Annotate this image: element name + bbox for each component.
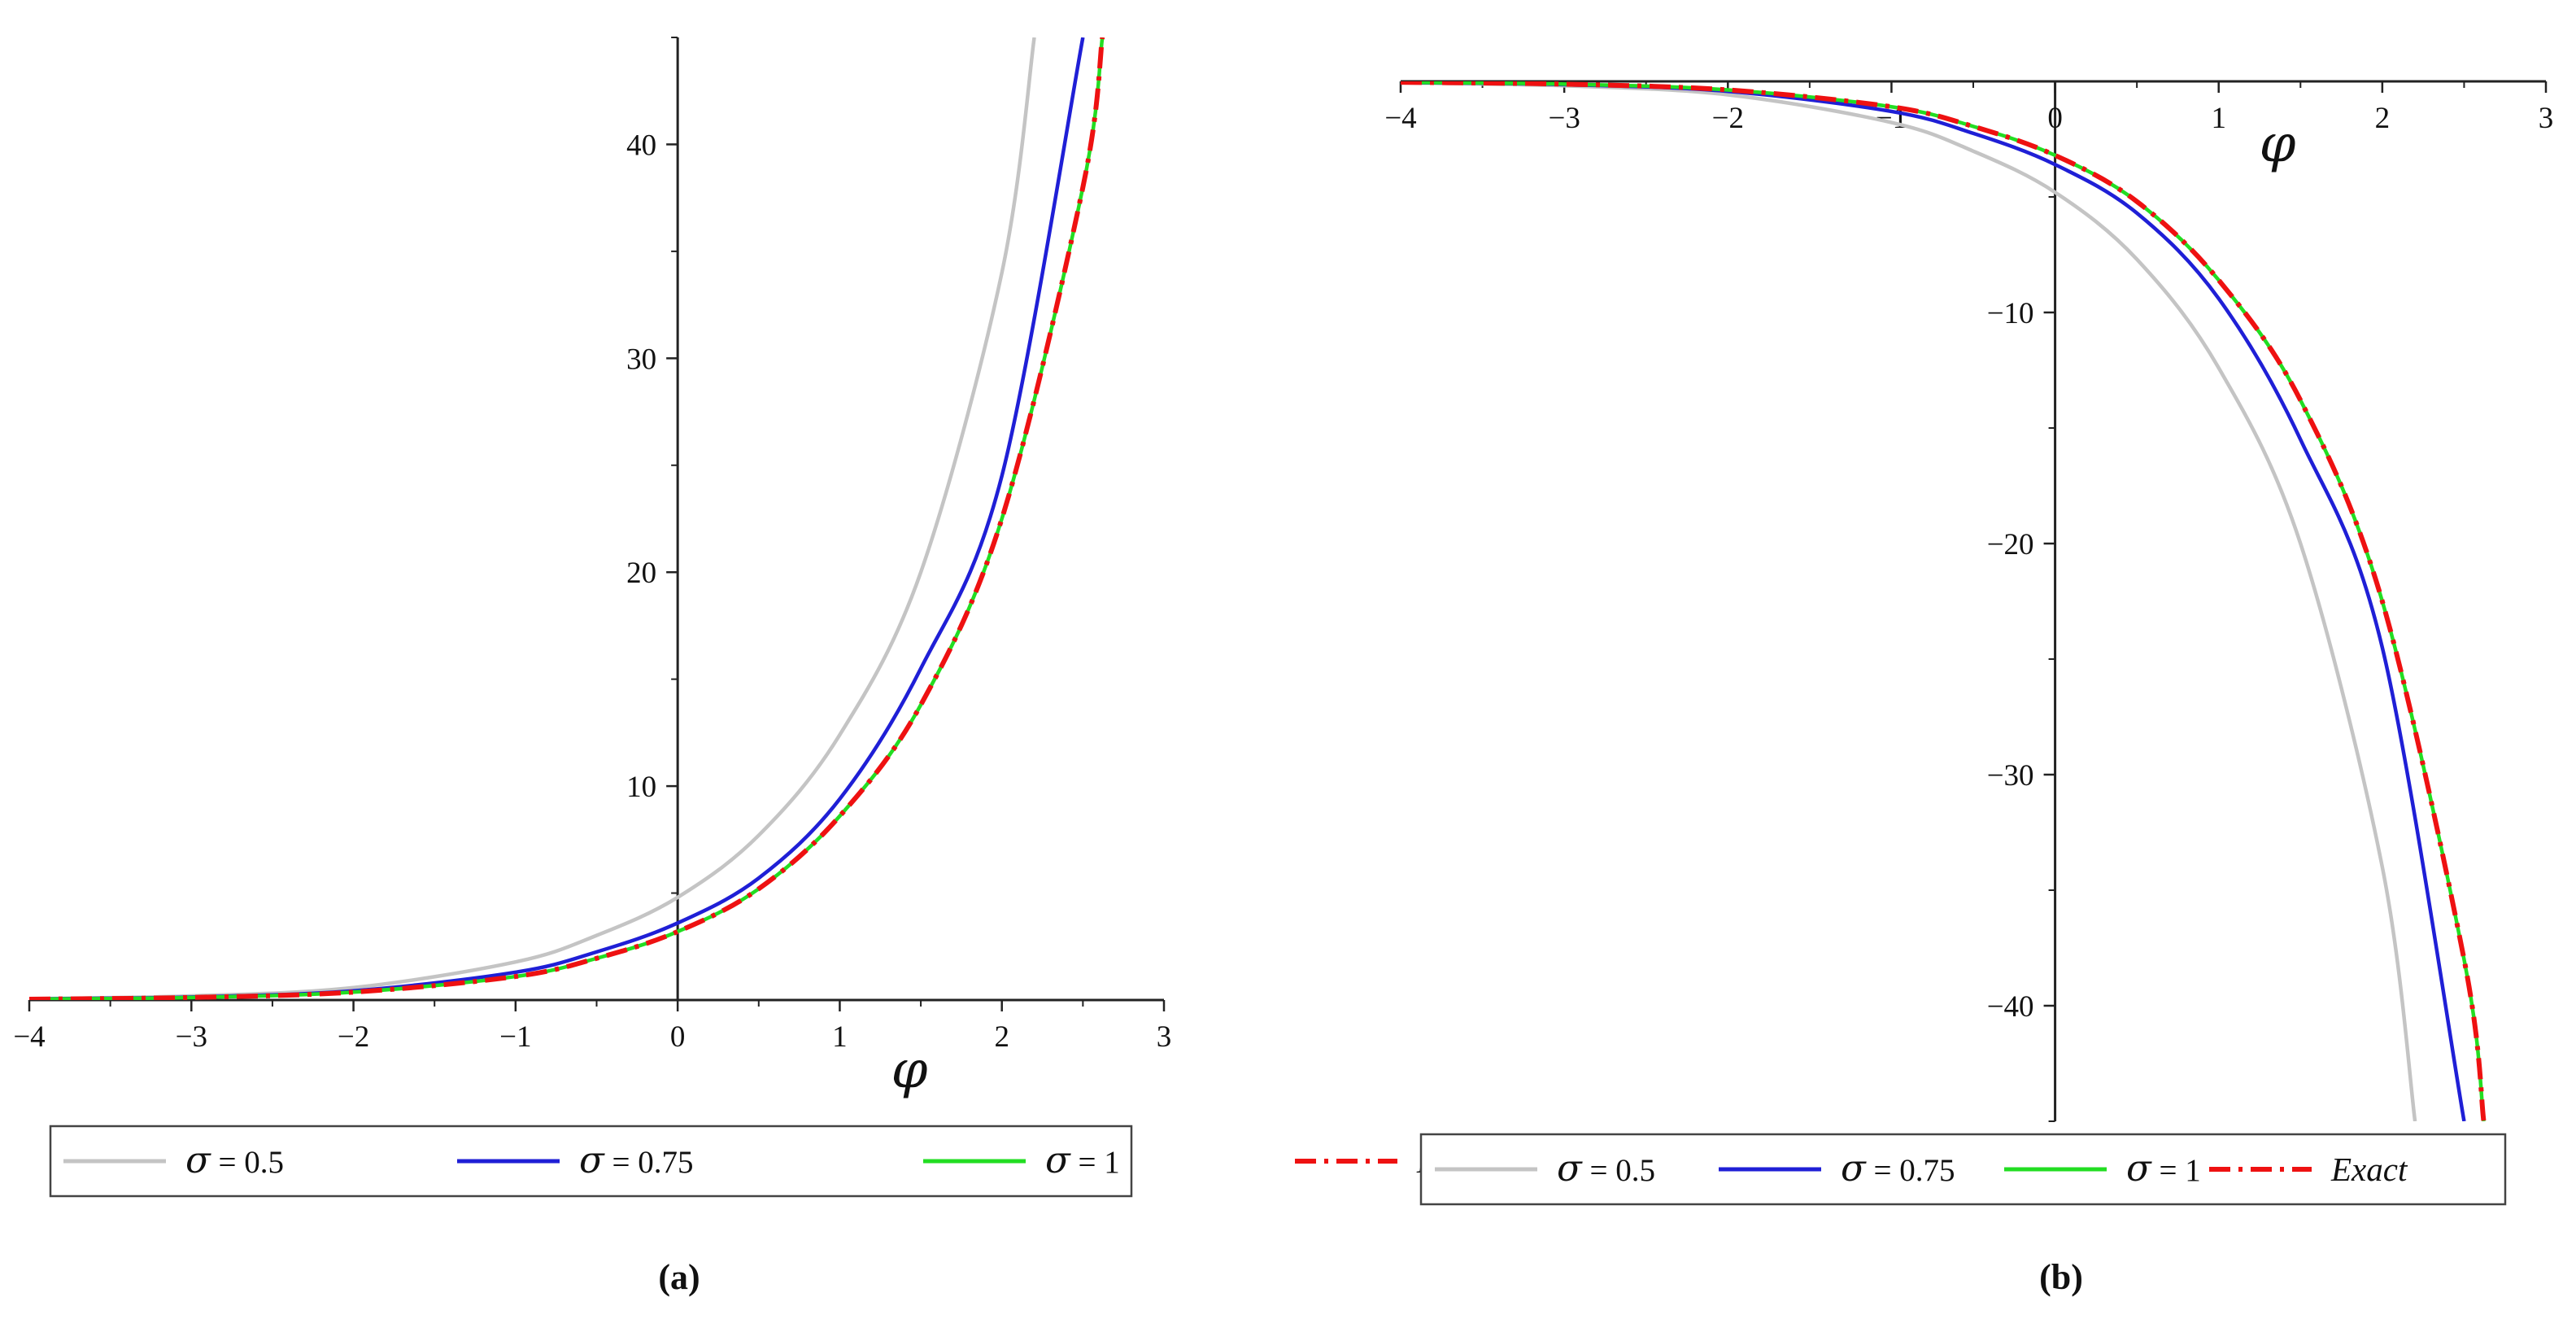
- series-line-2: [1400, 81, 2486, 1121]
- y-tick-label: −20: [1987, 528, 2034, 561]
- x-tick-label: 2: [994, 1020, 1009, 1054]
- legend-label-0: σ = 0.5: [185, 1138, 284, 1181]
- legend-symbol: σ: [1841, 1146, 1867, 1190]
- series-line-3: [28, 37, 1105, 1000]
- x-tick-label: −4: [13, 1020, 45, 1054]
- legend-box: [1419, 1133, 2507, 1206]
- x-tick-label: 3: [2539, 102, 2554, 135]
- panel-caption: (b): [2039, 1257, 2083, 1297]
- x-tick-label: −4: [1384, 102, 1416, 135]
- legend-symbol: σ: [2126, 1146, 2152, 1190]
- legend-value: = 1: [2151, 1153, 2201, 1188]
- panel-caption: (a): [658, 1257, 700, 1297]
- x-tick-label: 1: [832, 1020, 848, 1054]
- x-tick-label: 1: [2211, 102, 2226, 135]
- legend-value: Exact: [2330, 1151, 2408, 1188]
- legend-label-3: Exact: [2330, 1151, 2408, 1188]
- legend-label-2: σ = 1: [1045, 1138, 1120, 1181]
- y-tick-label: 10: [626, 771, 656, 804]
- x-tick-label: −2: [338, 1020, 369, 1054]
- y-tick-label: −10: [1987, 297, 2034, 330]
- x-tick-label: 3: [1157, 1020, 1172, 1054]
- series-line-0: [28, 37, 1036, 1000]
- series-line-1: [1400, 81, 2466, 1121]
- series-line-1: [28, 37, 1085, 1000]
- legend-symbol: σ: [185, 1138, 211, 1181]
- legend-value: = 0.5: [211, 1145, 284, 1180]
- legend-label-0: σ = 0.5: [1557, 1146, 1655, 1190]
- x-tick-label: −1: [499, 1020, 531, 1054]
- legend-label-2: σ = 1: [2126, 1146, 2201, 1190]
- y-tick-label: 40: [626, 129, 656, 162]
- x-tick-label: 0: [670, 1020, 686, 1054]
- legend-value: = 0.75: [604, 1145, 694, 1180]
- y-tick-label: 30: [626, 343, 656, 376]
- legend-value: = 0.75: [1866, 1153, 1955, 1188]
- y-tick-label: 20: [626, 557, 656, 590]
- x-tick-label: −3: [1548, 102, 1580, 135]
- x-tick-label: −2: [1712, 102, 1744, 135]
- x-axis-label: φ: [2260, 114, 2296, 174]
- series-line-3: [1400, 81, 2487, 1121]
- x-axis-label: φ: [891, 1040, 928, 1100]
- x-tick-label: 2: [2375, 102, 2391, 135]
- legend-label-1: σ = 0.75: [579, 1138, 693, 1181]
- y-tick-label: −30: [1987, 759, 2034, 793]
- legend-value: = 0.5: [1582, 1153, 1655, 1188]
- y-tick-label: −40: [1987, 990, 2034, 1024]
- x-tick-label: 0: [2047, 102, 2063, 135]
- legend-symbol: σ: [1557, 1146, 1583, 1190]
- legend-symbol: σ: [579, 1138, 605, 1181]
- series-line-2: [28, 37, 1105, 1000]
- x-tick-label: −3: [176, 1020, 207, 1054]
- legend-label-1: σ = 0.75: [1841, 1146, 1955, 1190]
- legend-symbol: σ: [1045, 1138, 1071, 1181]
- legend-value: = 1: [1070, 1145, 1120, 1180]
- series-line-0: [1400, 81, 2417, 1121]
